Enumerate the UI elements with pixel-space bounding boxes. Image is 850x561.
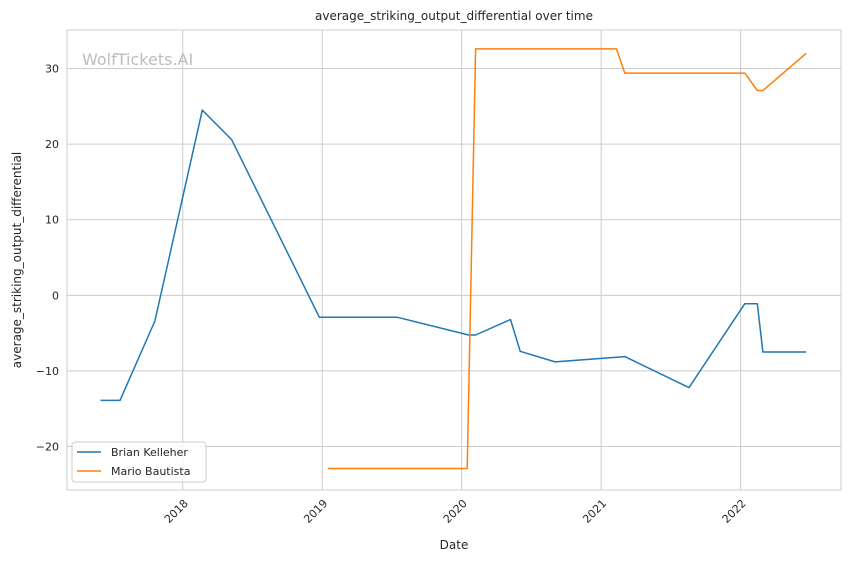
x-tick-label: 2022: [720, 497, 749, 526]
legend: Brian Kelleher Mario Bautista: [71, 441, 207, 483]
chart-title: average_striking_output_differential ove…: [315, 9, 593, 23]
legend-label-mario-bautista: Mario Bautista: [111, 465, 190, 478]
legend-box: [71, 441, 207, 483]
legend-label-brian-kelleher: Brian Kelleher: [111, 446, 188, 459]
series-lines: [100, 48, 807, 470]
x-tick-label: 2020: [441, 497, 470, 526]
x-tick-label: 2018: [162, 497, 191, 526]
y-tick-label: −20: [36, 441, 59, 454]
y-tick-label: 0: [52, 289, 59, 302]
y-tick-label: 20: [45, 138, 59, 151]
x-tick-label: 2019: [301, 497, 330, 526]
x-axis-label: Date: [440, 538, 469, 552]
y-tick-label: −10: [36, 365, 59, 378]
watermark: WolfTickets.AI: [82, 50, 193, 69]
plot-frame: [66, 29, 842, 491]
y-tick-label: 30: [45, 63, 59, 76]
x-tick-label: 2021: [580, 497, 609, 526]
y-axis-label: average_striking_output_differential: [10, 152, 24, 368]
grid: [67, 30, 841, 490]
series-line-brian-kelleher: [100, 109, 807, 402]
y-tick-label: 10: [45, 214, 59, 227]
series-line-mario-bautista: [327, 48, 807, 470]
